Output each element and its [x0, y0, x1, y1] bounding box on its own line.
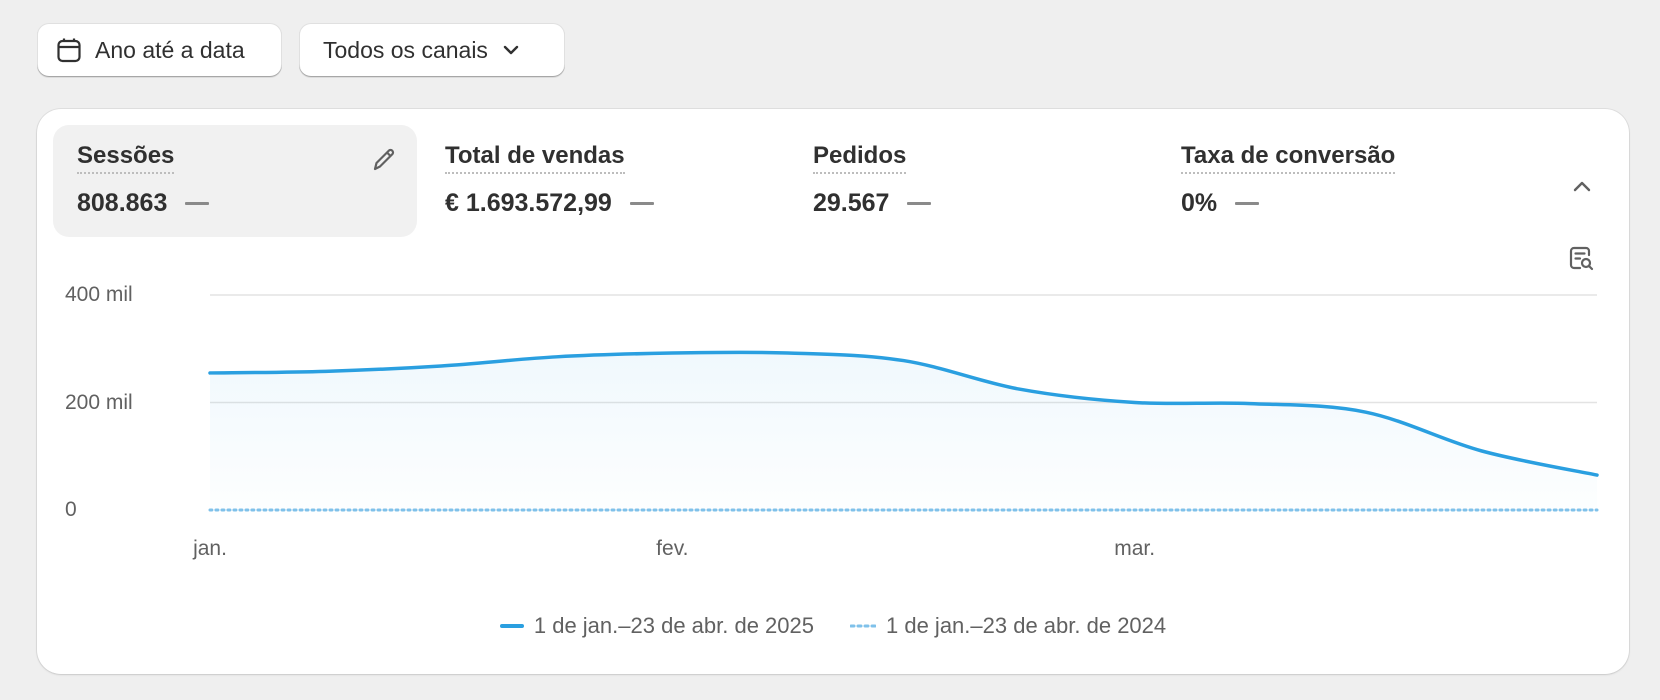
metric-value: € 1.693.572,99: [445, 189, 612, 217]
pencil-icon[interactable]: [369, 145, 399, 175]
series-line-current[interactable]: [208, 350, 1599, 477]
change-dash: [1235, 201, 1260, 205]
y-tick-label: 200 mil: [65, 390, 133, 414]
metric-conversion-rate[interactable]: Taxa de conversão 0%: [1157, 125, 1521, 237]
metric-label: Sessões: [77, 141, 175, 174]
metric-value: 0%: [1181, 189, 1218, 217]
legend-item-previous[interactable]: 1 de jan.–23 de abr. de 2024: [850, 613, 1166, 639]
x-tick-label: fev.: [656, 537, 689, 560]
y-tick-label: 400 mil: [65, 283, 133, 306]
x-tick-label: mar.: [1114, 537, 1156, 560]
change-dash: [629, 201, 654, 205]
legend-item-current[interactable]: 1 de jan.–23 de abr. de 2025: [499, 613, 814, 639]
series-area-current: [210, 352, 1597, 510]
date-range-label: Ano até a data: [95, 36, 245, 63]
channel-filter-label: Todos os canais: [323, 36, 488, 63]
legend-label: 1 de jan.–23 de abr. de 2024: [886, 613, 1167, 638]
sessions-chart: [208, 294, 1599, 512]
date-range-button[interactable]: Ano até a data: [37, 23, 282, 77]
channel-filter-button[interactable]: Todos os canais: [299, 23, 565, 77]
legend-label: 1 de jan.–23 de abr. de 2025: [533, 613, 814, 638]
x-tick-label: jan.: [193, 537, 227, 560]
chart-legend: 1 de jan.–23 de abr. de 2025 1 de jan.–2…: [37, 613, 1629, 639]
chevron-down-icon: [500, 39, 522, 61]
y-tick-label: 0: [65, 498, 77, 521]
change-dash: [185, 201, 210, 205]
legend-swatch-dotted: [850, 624, 876, 628]
metric-label: Taxa de conversão: [1181, 141, 1396, 174]
analytics-card: Sessões 808.863 Total de vendas € 1.693.…: [37, 109, 1629, 674]
explore-report-icon[interactable]: [1566, 243, 1596, 273]
metric-label: Total de vendas: [445, 141, 625, 174]
metric-value: 808.863: [77, 189, 168, 217]
metric-orders[interactable]: Pedidos 29.567: [789, 125, 1153, 237]
metric-value: 29.567: [813, 189, 890, 217]
metric-label: Pedidos: [813, 141, 907, 174]
calendar-icon: [55, 36, 83, 64]
chevron-up-icon[interactable]: [1568, 173, 1596, 201]
legend-swatch-solid: [499, 624, 524, 628]
metric-sessions[interactable]: Sessões 808.863: [53, 125, 417, 237]
metric-total-sales[interactable]: Total de vendas € 1.693.572,99: [421, 125, 785, 237]
change-dash: [907, 201, 932, 205]
